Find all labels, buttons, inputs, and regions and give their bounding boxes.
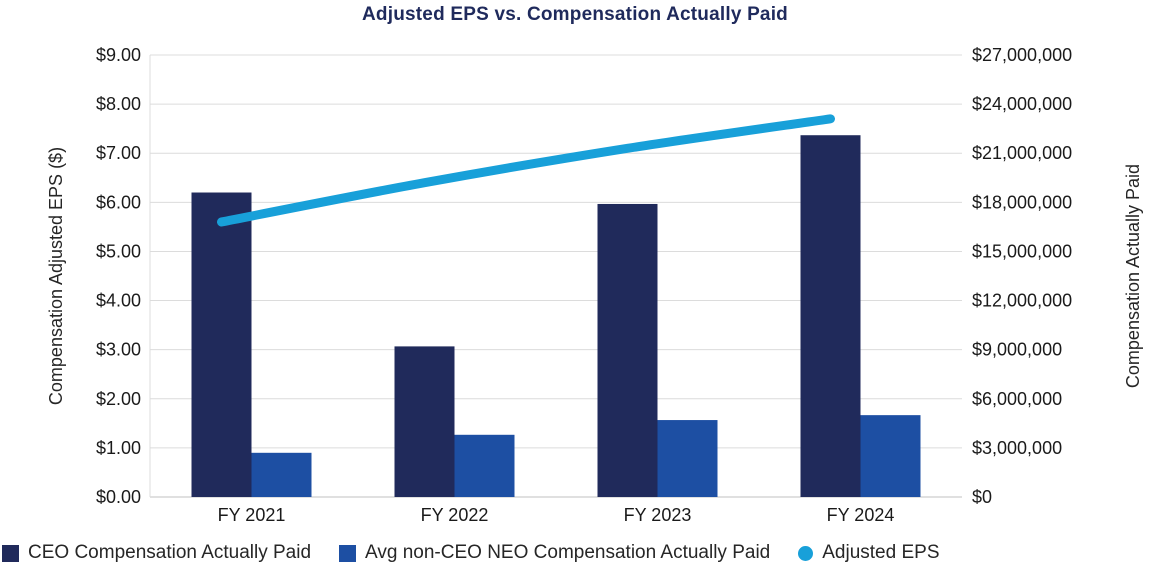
left-tick-label: $5.00 bbox=[96, 241, 141, 261]
left-axis-ticks: $0.00 $1.00 $2.00 $3.00 $4.00 $5.00 $6.00 $7.00… bbox=[96, 45, 141, 507]
x-axis-label-fy-2024: FY 2024 bbox=[827, 505, 895, 525]
bar-ceo-fy-2024 bbox=[800, 135, 861, 497]
bar-ceo-fy-2022 bbox=[394, 346, 455, 497]
left-tick-label: $8.00 bbox=[96, 94, 141, 114]
legend-label-neo-cap: Avg non-CEO NEO Compensation Actually Pa… bbox=[365, 542, 771, 563]
right-tick-label: $15,000,000 bbox=[972, 241, 1072, 261]
right-axis-ticks: $0 $3,000,000 $6,000,000 $9,000,000 $12,000,… bbox=[972, 45, 1072, 507]
bar-avg-fy-2024 bbox=[860, 415, 921, 497]
bar-avg-fy-2022 bbox=[454, 434, 515, 497]
x-axis-label-fy-2021: FY 2021 bbox=[218, 505, 286, 525]
legend-swatch-ceo-cap bbox=[2, 544, 19, 562]
legend-swatch-neo-cap bbox=[339, 544, 357, 562]
left-tick-label: $3.00 bbox=[96, 340, 141, 360]
legend: CEO Compensation Actually Paid Avg non-C… bbox=[2, 542, 940, 564]
bars bbox=[191, 135, 921, 497]
legend-label-adjusted-eps: Adjusted EPS bbox=[822, 542, 940, 563]
right-tick-label: $21,000,000 bbox=[972, 143, 1072, 163]
legend-swatch-adjusted-eps bbox=[798, 545, 814, 561]
right-tick-label: $24,000,000 bbox=[972, 94, 1072, 114]
adjusted-eps-line bbox=[217, 114, 835, 227]
right-tick-label: $3,000,000 bbox=[972, 438, 1062, 458]
left-tick-label: $9.00 bbox=[96, 45, 141, 65]
plot-area: $0.00 $1.00 $2.00 $3.00 $4.00 $5.00 $6.00 $7.00… bbox=[96, 45, 1072, 525]
x-axis-label-fy-2022: FY 2022 bbox=[421, 505, 489, 525]
left-tick-label: $7.00 bbox=[96, 143, 141, 163]
legend-item-adjusted-eps: Adjusted EPS bbox=[798, 542, 940, 564]
x-axis-label-fy-2023: FY 2023 bbox=[624, 505, 692, 525]
left-tick-label: $0.00 bbox=[96, 487, 141, 507]
bar-avg-fy-2021 bbox=[251, 452, 312, 497]
bar-avg-fy-2023 bbox=[657, 420, 718, 497]
legend-item-ceo-cap: CEO Compensation Actually Paid bbox=[2, 542, 311, 564]
bar-ceo-fy-2021 bbox=[191, 192, 252, 497]
right-tick-label: $18,000,000 bbox=[972, 192, 1072, 212]
right-tick-label: $6,000,000 bbox=[972, 389, 1062, 409]
left-tick-label: $2.00 bbox=[96, 389, 141, 409]
chart-title: Adjusted EPS vs. Compensation Actually P… bbox=[362, 4, 788, 25]
right-tick-label: $0 bbox=[972, 487, 992, 507]
left-tick-label: $4.00 bbox=[96, 291, 141, 311]
left-tick-label: $1.00 bbox=[96, 438, 141, 458]
x-axis-labels: FY 2021 FY 2022 FY 2023 FY 2024 bbox=[218, 505, 895, 525]
right-tick-label: $27,000,000 bbox=[972, 45, 1072, 65]
right-tick-label: $9,000,000 bbox=[972, 340, 1062, 360]
legend-label-ceo-cap: CEO Compensation Actually Paid bbox=[28, 542, 312, 563]
bar-ceo-fy-2023 bbox=[597, 203, 658, 497]
left-tick-label: $6.00 bbox=[96, 192, 141, 212]
legend-item-neo-cap: Avg non-CEO NEO Compensation Actually Pa… bbox=[339, 542, 770, 564]
right-tick-label: $12,000,000 bbox=[972, 291, 1072, 311]
